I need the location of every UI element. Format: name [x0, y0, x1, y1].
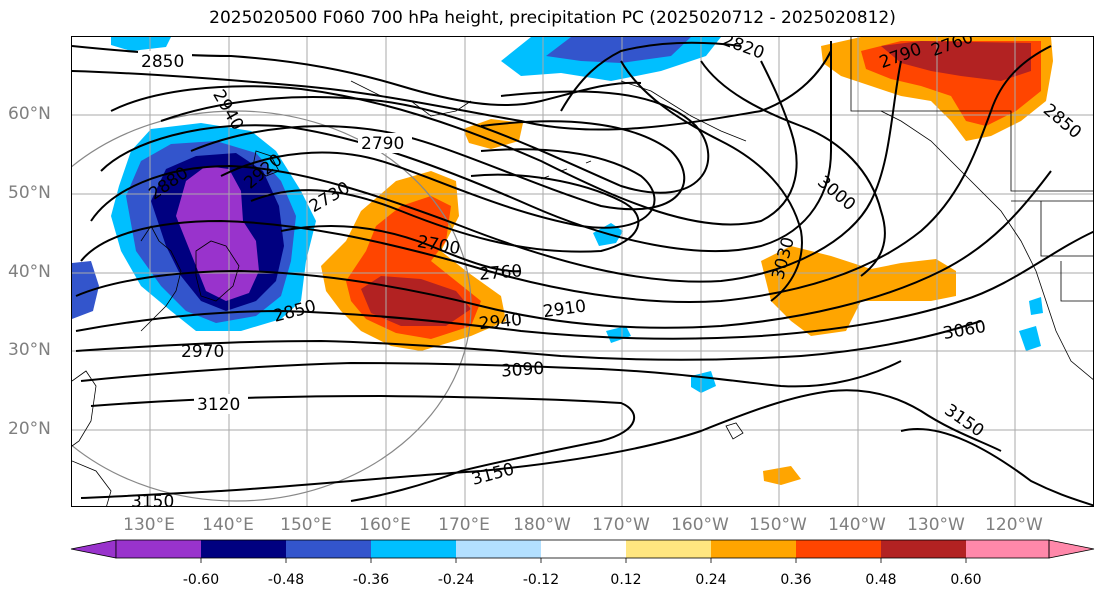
neg-anomaly-north-japan — [111, 37, 171, 51]
neg-patch-4 — [1019, 326, 1041, 351]
lon-label-150w: 150°W — [749, 515, 807, 535]
map-canvas: 2850 2940 2880 2920 2790 2730 2700 2760 … — [72, 37, 1093, 507]
colorbar-tick-label: 0.48 — [865, 572, 897, 588]
lon-label-160e: 160°E — [359, 515, 411, 535]
colorbar-bin-1 — [116, 540, 201, 558]
contour-label-2850-nw: 2850 — [141, 52, 184, 72]
contour-label-2940-c: 2940 — [478, 310, 523, 334]
lon-label-170e: 170°E — [438, 515, 490, 535]
colorbar-bin-6 — [541, 540, 626, 558]
neg-patch-5 — [1029, 297, 1043, 315]
colorbar-bin-10 — [881, 540, 966, 558]
contour-label-2790-w: 2790 — [361, 134, 404, 154]
colorbar-bin-8 — [711, 540, 796, 558]
lat-label-30: 30°N — [8, 340, 51, 360]
pos-anomaly-hawaii-south — [763, 466, 801, 485]
colorbar-bin-7 — [626, 540, 711, 558]
contour-label-2760-c: 2760 — [478, 261, 523, 285]
lat-label-20: 20°N — [8, 419, 51, 439]
lon-label-140e: 140°E — [202, 515, 254, 535]
colorbar-tick-label: -0.60 — [182, 572, 220, 588]
height-contours — [72, 41, 1093, 506]
neg-anomaly-north-core — [546, 37, 691, 63]
colorbar-tick-label: 0.24 — [695, 572, 727, 588]
neg-anomaly-coast-west — [72, 261, 99, 319]
lat-label-50: 50°N — [8, 183, 51, 203]
lat-label-60: 60°N — [8, 104, 51, 124]
contour-label-3090: 3090 — [500, 359, 545, 382]
map-title: 2025020500 F060 700 hPa height, precipit… — [209, 8, 896, 28]
colorbar-tick-label: 0.12 — [610, 572, 642, 588]
colorbar-tick-label: -0.48 — [267, 572, 305, 588]
lat-label-40: 40°N — [8, 262, 51, 282]
lon-label-170w: 170°W — [592, 515, 650, 535]
pos-anomaly-core — [361, 276, 471, 326]
neg-patch-2 — [606, 326, 631, 343]
lon-label-130w: 130°W — [907, 515, 965, 535]
contour-label-3150-w: 3150 — [131, 492, 174, 507]
lon-label-180w: 180°W — [513, 515, 571, 535]
lon-label-130e: 130°E — [123, 515, 175, 535]
colorbar-extend-left — [70, 539, 117, 559]
reference-circle — [72, 110, 472, 502]
colorbar-extend-right — [1048, 539, 1095, 559]
colorbar-ticks — [200, 558, 967, 563]
colorbar-bin-11 — [966, 540, 1049, 558]
pos-anomaly-alaska-core — [881, 41, 1031, 81]
contour-label-3120: 3120 — [197, 395, 240, 415]
colorbar-bin-3 — [286, 540, 371, 558]
lon-label-160w: 160°W — [671, 515, 729, 535]
colorbar-bin-2 — [201, 540, 286, 558]
colorbar-tick-label: -0.24 — [437, 572, 475, 588]
colorbar-tick-label: -0.36 — [352, 572, 390, 588]
colorbar-bin-4 — [371, 540, 456, 558]
colorbar-bin-5 — [456, 540, 541, 558]
map-panel: 2850 2940 2880 2920 2790 2730 2700 2760 … — [71, 36, 1094, 507]
colorbar-tick-label: 0.60 — [950, 572, 982, 588]
colorbar-tick-label: -0.12 — [522, 572, 560, 588]
lon-label-120w: 120°W — [985, 515, 1043, 535]
colorbar-bin-9 — [796, 540, 881, 558]
lon-label-140w: 140°W — [828, 515, 886, 535]
contour-label-2970: 2970 — [181, 342, 224, 362]
lon-label-150e: 150°E — [280, 515, 332, 535]
colorbar-border — [115, 539, 1050, 559]
colorbar-tick-label: 0.36 — [780, 572, 812, 588]
